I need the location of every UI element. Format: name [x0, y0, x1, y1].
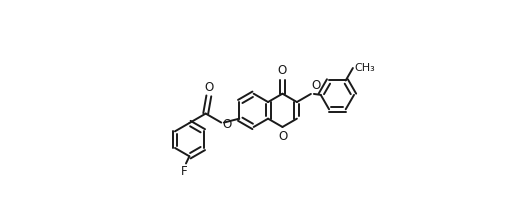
Text: O: O [222, 118, 232, 130]
Text: O: O [278, 130, 287, 143]
Text: F: F [181, 165, 188, 178]
Text: O: O [204, 81, 214, 94]
Text: O: O [312, 79, 321, 92]
Text: O: O [278, 64, 287, 77]
Text: CH₃: CH₃ [355, 63, 375, 73]
